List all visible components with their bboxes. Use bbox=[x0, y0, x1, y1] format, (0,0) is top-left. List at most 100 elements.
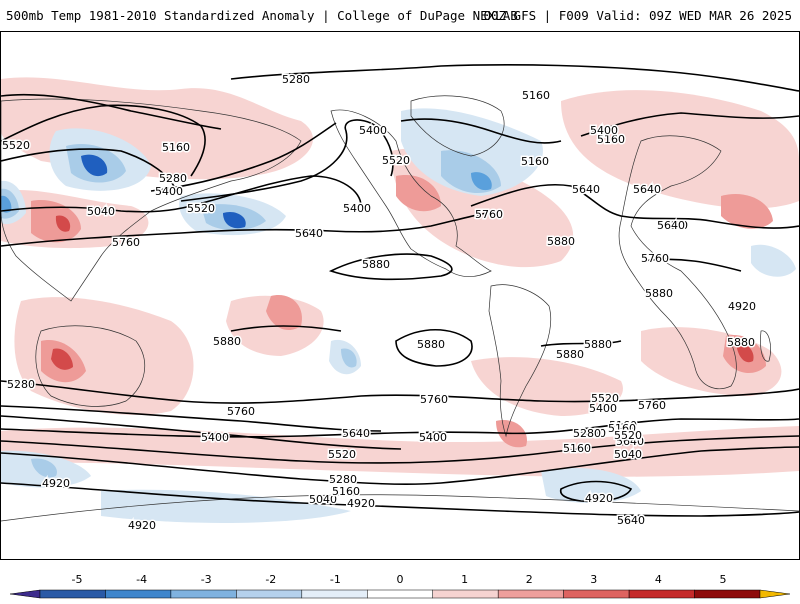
colorbar-swatch bbox=[628, 589, 695, 599]
colorbar-tick-label: 1 bbox=[461, 573, 468, 586]
colorbar-legend: -5 -4 -3 -2 -1 0 1 2 3 4 5 bbox=[0, 568, 800, 600]
contour-label: 5880 bbox=[213, 335, 241, 348]
contour-label: 5640 bbox=[616, 435, 644, 448]
contour-label: 5880 bbox=[727, 336, 755, 349]
contour-label: 5880 bbox=[645, 287, 673, 300]
contour-label: 5640 bbox=[342, 427, 370, 440]
contour-label: 5400 bbox=[590, 124, 618, 137]
colorbar-swatch bbox=[432, 589, 499, 599]
anomaly-shading bbox=[1, 77, 799, 523]
cold-anomaly-area bbox=[401, 108, 543, 196]
contour-5880-tropics bbox=[230, 325, 342, 332]
contour-label: 5640 bbox=[572, 183, 600, 196]
coastline-south-america bbox=[488, 284, 552, 438]
colorbar-swatch bbox=[105, 589, 172, 599]
contour-label: 5160 bbox=[521, 155, 549, 168]
contour-label: 5760 bbox=[227, 405, 255, 418]
colorbar-tick-label: -1 bbox=[330, 573, 341, 586]
colorbar-tick-label: 5 bbox=[720, 573, 727, 586]
contour-label: 5160 bbox=[608, 422, 636, 435]
colorbar-tick-label: -5 bbox=[72, 573, 83, 586]
contour-label: 5160 bbox=[563, 442, 591, 455]
hot-anomaly-area bbox=[736, 342, 754, 363]
colorbar-swatch bbox=[497, 589, 564, 599]
cold-anomaly-area bbox=[751, 244, 796, 277]
cold-anomaly-area bbox=[341, 348, 357, 368]
cold-anomaly-area bbox=[31, 458, 57, 478]
colorbar-swatch bbox=[301, 589, 368, 599]
contour-5520-pacific bbox=[180, 119, 394, 202]
contour-label: 5040 bbox=[309, 493, 337, 506]
colorbar-swatch bbox=[367, 589, 433, 599]
contour-5400-pacific bbox=[150, 122, 337, 192]
contour-5400-south bbox=[1, 418, 799, 438]
contour-label: 5520 bbox=[187, 202, 215, 215]
contour-label: 5160 bbox=[332, 485, 360, 498]
colorbar-swatch bbox=[563, 589, 630, 599]
contour-label: 5760 bbox=[112, 236, 140, 249]
contour-label: 5040 bbox=[614, 448, 642, 461]
contour-5640-south bbox=[1, 405, 382, 432]
contour-label: 5280 bbox=[329, 473, 357, 486]
strong-cold-anomaly-core bbox=[81, 154, 108, 177]
contour-label: 5280 bbox=[7, 378, 35, 391]
colorbar-ticks: -5 -4 -3 -2 -1 0 1 2 3 4 5 bbox=[72, 573, 727, 586]
colorbar-tick-label: 3 bbox=[590, 573, 597, 586]
contour-label: 4920 bbox=[585, 492, 613, 505]
contour-5160-south bbox=[1, 435, 799, 464]
colorbar-tick-label: 2 bbox=[526, 573, 533, 586]
contour-label: 4920 bbox=[347, 497, 375, 510]
contour-label: 5400 bbox=[589, 402, 617, 415]
contour-5040-south bbox=[1, 446, 799, 486]
coastline-greenland bbox=[410, 95, 505, 157]
contour-label: 5040 bbox=[87, 205, 115, 218]
warm-anomaly-area bbox=[1, 77, 313, 180]
chart-header: 500mb Temp 1981-2010 Standardized Anomal… bbox=[0, 0, 800, 30]
contour-label: 5280 bbox=[573, 427, 601, 440]
contour-label: 5160 bbox=[609, 419, 637, 432]
contour-label: 5880 bbox=[556, 348, 584, 361]
colorbar-tick-label: -3 bbox=[201, 573, 212, 586]
contour-label: 5880 bbox=[584, 338, 612, 351]
contour-label: 5520 bbox=[591, 392, 619, 405]
cold-anomaly-area bbox=[541, 467, 641, 503]
strong-cold-anomaly-core bbox=[1, 195, 12, 213]
hot-anomaly-area bbox=[55, 215, 71, 232]
contour-label: 5160 bbox=[162, 141, 190, 154]
colorbar-swatch bbox=[170, 589, 237, 599]
colorbar-tick-label: 4 bbox=[655, 573, 662, 586]
colorbar-tick-label: 0 bbox=[397, 573, 404, 586]
contour-label: 5520 bbox=[382, 154, 410, 167]
contour-5880-pacific bbox=[328, 253, 453, 281]
contour-5280-north bbox=[230, 64, 799, 92]
contour-label: 5400 bbox=[343, 202, 371, 215]
contour-label: 5640 bbox=[657, 219, 685, 232]
contour-label: 5760 bbox=[660, 219, 688, 232]
contour-label: 5520 bbox=[657, 219, 685, 232]
coastline-australia bbox=[35, 325, 145, 407]
contour-label: 5520 bbox=[328, 448, 356, 461]
height-contours bbox=[1, 64, 799, 517]
warm-anomaly-area bbox=[561, 90, 799, 209]
hot-anomaly-area bbox=[51, 348, 73, 370]
contour-label: 5880 bbox=[362, 258, 390, 271]
contour-label: 5640 bbox=[295, 227, 323, 240]
strong-cold-anomaly-core bbox=[471, 172, 492, 191]
contour-5880-atlantic bbox=[395, 328, 473, 367]
coastline-europe-africa bbox=[618, 135, 737, 390]
contour-label: 5160 bbox=[597, 133, 625, 146]
colorbar-tick-label: -2 bbox=[265, 573, 276, 586]
contour-label: 5640 bbox=[617, 514, 645, 527]
colorbar-swatch bbox=[39, 589, 106, 599]
contour-label: 5880 bbox=[547, 235, 575, 248]
contour-5520-south bbox=[1, 415, 402, 450]
coastline-antarctica bbox=[1, 494, 799, 522]
contour-label: 5280 bbox=[159, 172, 187, 185]
map-panel: 5280 5160 5520 5400 5160 5280 5400 5640 5520 5400… bbox=[0, 31, 800, 560]
contour-4920-south bbox=[1, 482, 799, 517]
contour-label: 5400 bbox=[155, 185, 183, 198]
colorbar-svg: -5 -4 -3 -2 -1 0 1 2 3 4 5 bbox=[9, 573, 791, 599]
contour-5400-asia bbox=[1, 148, 177, 192]
